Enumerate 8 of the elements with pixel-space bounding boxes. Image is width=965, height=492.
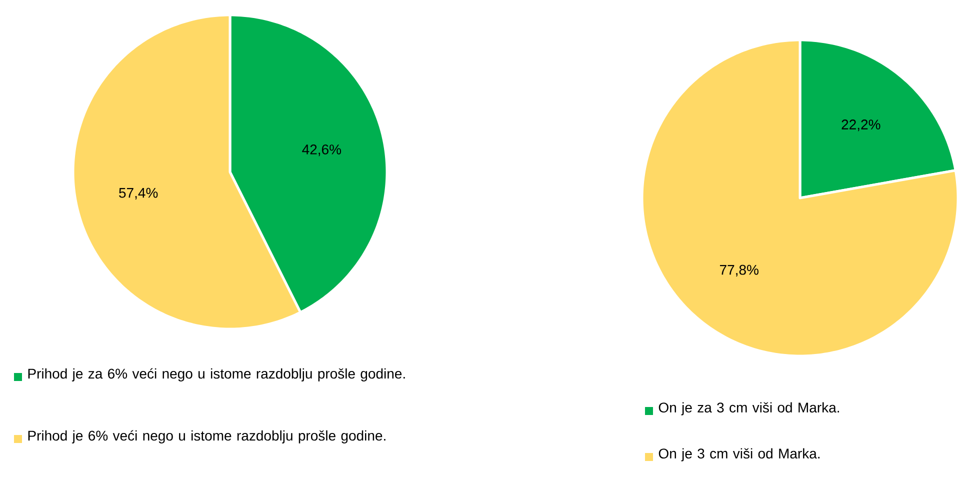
data-label: 22,2% bbox=[842, 120, 880, 132]
legend-label: Prihod je 6% veći nego u istome razdoblju prošle godine. bbox=[28, 430, 386, 444]
legend-label: On je za 3 cm viši od Marka. bbox=[658, 402, 839, 416]
legend-label: Prihod je za 6% veći nego u istome razdoblju prošle godine. bbox=[28, 368, 405, 382]
legend-label: On je 3 cm viši od Marka. bbox=[658, 448, 820, 462]
data-label: 77,8% bbox=[720, 264, 758, 276]
data-label: 42,6% bbox=[302, 144, 342, 156]
data-label: 57,4% bbox=[119, 188, 158, 200]
